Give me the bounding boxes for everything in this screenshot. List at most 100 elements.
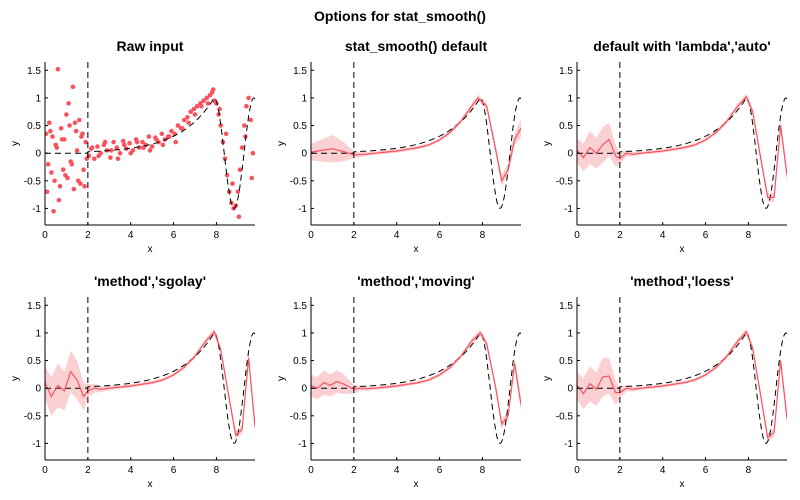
data-point <box>141 145 146 150</box>
data-point <box>52 178 57 184</box>
data-point <box>201 98 206 103</box>
y-axis-label: y <box>10 141 21 146</box>
x-tick-label: 0 <box>42 465 48 476</box>
data-point <box>67 123 72 128</box>
data-point <box>51 208 56 214</box>
subplot-title: 'method','moving' <box>357 273 475 289</box>
data-point <box>57 184 63 189</box>
y-tick-label: 0 <box>35 149 41 160</box>
x-tick-label: 6 <box>437 230 443 241</box>
plot-area <box>577 93 787 210</box>
x-tick-label: 0 <box>308 465 314 476</box>
x-axis-label: x <box>148 479 153 490</box>
data-point <box>205 101 211 106</box>
subplot-5: 'method','moving' 0 2 4 6 8 -1 -0.5 0 0.5 1 1.5 x y <box>276 273 521 490</box>
x-tick-label: 6 <box>437 465 443 476</box>
smoothed-line <box>311 97 521 183</box>
y-tick-label: 1 <box>35 93 41 104</box>
data-point <box>175 123 181 128</box>
true-function-line <box>311 332 521 445</box>
x-tick-label: 4 <box>394 465 400 476</box>
y-tick-label: -0.5 <box>24 411 42 422</box>
x-axis-label: x <box>680 479 685 490</box>
y-tick-label: -1 <box>32 204 41 215</box>
y-tick-label: -1 <box>298 439 307 450</box>
data-point <box>246 95 251 101</box>
true-function-line <box>45 97 255 210</box>
x-tick-label: 8 <box>746 465 752 476</box>
data-point <box>140 139 145 145</box>
data-point <box>109 148 114 153</box>
data-point <box>173 139 178 145</box>
subplot-2: stat_smooth() default 0 2 4 6 8 -1 -0.5 0 0.5 1 1.5… <box>276 38 521 255</box>
x-axis-label: x <box>680 244 685 255</box>
x-tick-label: 0 <box>42 230 48 241</box>
y-tick-label: -0.5 <box>290 176 308 187</box>
smoothed-line <box>311 331 521 426</box>
data-point <box>204 95 210 101</box>
x-tick-label: 0 <box>574 230 580 241</box>
data-point <box>194 103 200 109</box>
data-point <box>45 189 50 195</box>
x-tick-label: 4 <box>128 465 134 476</box>
data-point <box>92 156 97 161</box>
data-point <box>56 197 62 203</box>
y-tick-label: -1 <box>564 439 573 450</box>
x-tick-label: 8 <box>480 230 486 241</box>
data-point <box>74 148 80 153</box>
plot-area <box>45 328 255 445</box>
plot-area <box>577 328 787 445</box>
data-point <box>210 87 216 92</box>
data-point <box>169 128 174 134</box>
subplot-6: 'method','loess' 0 2 4 6 8 -1 -0.5 0 0.5 1 1.5 x y <box>542 273 787 490</box>
x-tick-label: 2 <box>617 465 623 476</box>
x-tick-label: 6 <box>171 230 177 241</box>
data-point <box>249 175 255 181</box>
y-tick-label: -1 <box>564 204 573 215</box>
y-tick-label: 0 <box>35 384 41 395</box>
data-point <box>77 117 82 123</box>
subplot-title: 'method','sgolay' <box>94 273 206 289</box>
data-point <box>179 126 185 131</box>
data-point <box>185 115 190 120</box>
data-point <box>149 144 155 149</box>
y-tick-label: -0.5 <box>556 176 574 187</box>
y-tick-label: 1.5 <box>293 66 307 77</box>
y-axis-label: y <box>542 141 553 146</box>
subplot-title: 'method','loess' <box>630 273 734 289</box>
y-tick-label: 1.5 <box>559 66 573 77</box>
y-tick-label: -0.5 <box>556 411 574 422</box>
data-point <box>89 145 95 150</box>
data-point <box>66 101 71 106</box>
data-point <box>222 156 228 161</box>
x-tick-label: 8 <box>480 465 486 476</box>
data-point <box>63 173 68 178</box>
subplot-4: 'method','sgolay' 0 2 4 6 8 -1 -0.5 0 0.5 1 1.5 x y <box>10 273 255 490</box>
data-point <box>114 145 120 150</box>
data-point <box>239 145 245 150</box>
true-function-line <box>311 97 521 210</box>
data-point <box>127 140 132 146</box>
data-point <box>128 150 133 156</box>
data-point <box>59 137 65 142</box>
x-tick-label: 0 <box>308 230 314 241</box>
data-point <box>237 167 243 172</box>
data-point <box>73 128 79 134</box>
x-tick-label: 4 <box>128 230 134 241</box>
subplot-3: default with 'lambda','auto' 0 2 4 6 8 -1 -0.5 0… <box>542 38 787 255</box>
x-axis-label: x <box>414 244 419 255</box>
plot-area <box>311 94 521 210</box>
smoothed-line <box>577 95 787 198</box>
y-tick-label: 1 <box>301 93 307 104</box>
data-point <box>69 161 75 167</box>
data-point <box>134 139 140 145</box>
data-point <box>108 155 113 160</box>
data-point <box>47 120 52 126</box>
data-point <box>79 134 84 139</box>
data-point <box>102 139 108 145</box>
data-point <box>122 142 127 148</box>
x-tick-label: 6 <box>171 465 177 476</box>
x-tick-label: 2 <box>617 230 623 241</box>
data-point <box>120 138 126 144</box>
data-point <box>75 178 81 184</box>
